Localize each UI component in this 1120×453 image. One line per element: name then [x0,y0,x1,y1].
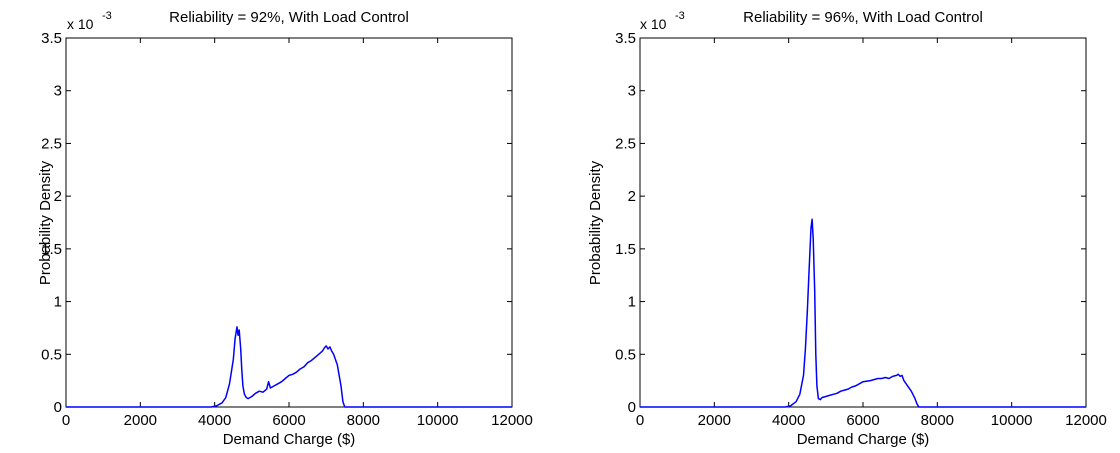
x-tick-label: 0 [62,412,70,429]
plot-area [639,37,1087,408]
chart-panel-right: Reliability = 96%, With Load Control Dem… [587,9,1107,448]
y-axis-exponent: -3 [102,10,112,22]
x-tick-label: 4000 [772,412,805,429]
y-tick-label: 3.5 [615,30,636,47]
x-tick-label: 12000 [491,412,533,429]
chart-panel-left: Reliability = 92%, With Load Control Dem… [37,9,533,448]
y-axis-exponent: -3 [675,10,685,22]
x-axis-label: Demand Charge ($) [223,431,356,448]
y-tick-label: 3 [628,83,636,100]
y-tick-label: 3 [54,83,62,100]
x-tick-label: 2000 [698,412,731,429]
x-tick-label: 0 [636,412,644,429]
series-line [66,326,512,408]
x-tick-label: 6000 [846,412,879,429]
y-tick-label: 2.5 [615,135,636,152]
x-tick-label: 8000 [921,412,954,429]
y-tick-label: 1.5 [41,241,62,258]
x-axis-label: Demand Charge ($) [797,431,930,448]
y-tick-label: 2 [628,188,636,205]
chart-title: Reliability = 92%, With Load Control [169,9,409,26]
y-tick-label: 2.5 [41,135,62,152]
x-tick-label: 6000 [272,412,305,429]
series-line [640,218,1086,408]
plot-area [65,37,513,408]
y-tick-label: 1.5 [615,241,636,258]
y-tick-label: 0.5 [615,346,636,363]
y-tick-label: 0.5 [41,346,62,363]
y-axis-label: Probability Density [587,160,604,285]
y-axis-multiplier: x 10 [640,16,667,32]
y-axis-multiplier: x 10 [67,16,94,32]
y-tick-label: 2 [54,188,62,205]
x-tick-label: 10000 [991,412,1033,429]
chart-title: Reliability = 96%, With Load Control [743,9,983,26]
y-tick-label: 1 [628,294,636,311]
x-tick-label: 10000 [417,412,459,429]
y-tick-label: 3.5 [41,30,62,47]
x-tick-label: 8000 [347,412,380,429]
y-tick-label: 0 [628,399,636,416]
y-axis-label: Probability Density [37,160,54,285]
x-tick-label: 2000 [124,412,157,429]
y-tick-label: 1 [54,294,62,311]
x-tick-label: 12000 [1065,412,1107,429]
x-tick-label: 4000 [198,412,231,429]
y-tick-label: 0 [54,399,62,416]
